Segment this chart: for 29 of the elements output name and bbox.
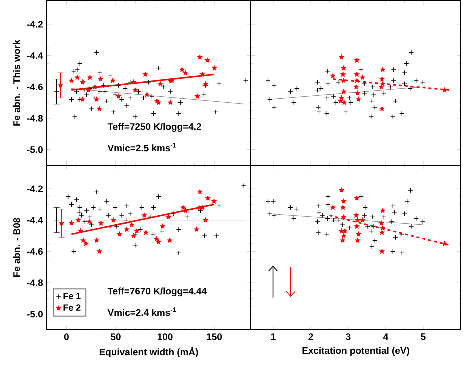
- y-tick-label: -4.8: [27, 115, 44, 122]
- y-axis-title: Fe abn. - B08: [13, 218, 20, 277]
- x-tick-label: 2: [308, 334, 314, 340]
- y-tick-label: -5.0: [27, 310, 43, 318]
- y-tick-label: -4.6: [27, 248, 44, 256]
- x-tick-label: 50: [111, 334, 121, 340]
- y-tick-label: -4.2: [27, 21, 43, 28]
- x-tick-label: 100: [158, 334, 173, 340]
- y-tick-label: -4.4: [27, 52, 44, 60]
- annotation: Vmic=2.4 kms$^{-1}$: [108, 308, 176, 316]
- x-axis-title: Equivalent width (mÅ): [100, 347, 198, 358]
- y-tick-label: -5.0: [27, 146, 43, 154]
- x-tick-label: 0: [64, 334, 69, 340]
- legend-label: Fe 1: [64, 293, 81, 300]
- annotation: Vmic=2.5 kms$^{-1}$: [108, 143, 176, 152]
- y-tick-label: -4.8: [27, 280, 44, 286]
- y-axis-title: Fe abn. - This work: [13, 40, 20, 126]
- x-axis-title: Excitation potential (eV): [302, 347, 410, 356]
- x-tick-label: 5: [421, 334, 426, 340]
- y-tick-label: -4.2: [27, 186, 43, 192]
- y-tick-label: -4.4: [27, 217, 44, 224]
- y-tick-label: -4.6: [27, 84, 44, 91]
- legend-label: Fe 2: [64, 304, 81, 312]
- annotation: Teff=7250 K/logg=4.2: [108, 123, 202, 132]
- x-tick-label: 1: [271, 334, 276, 340]
- x-tick-label: 4: [384, 334, 389, 340]
- annotation: Teff=7670 K/logg=4.44: [108, 288, 207, 297]
- x-tick-label: 150: [207, 334, 222, 340]
- x-tick-label: 3: [346, 334, 351, 340]
